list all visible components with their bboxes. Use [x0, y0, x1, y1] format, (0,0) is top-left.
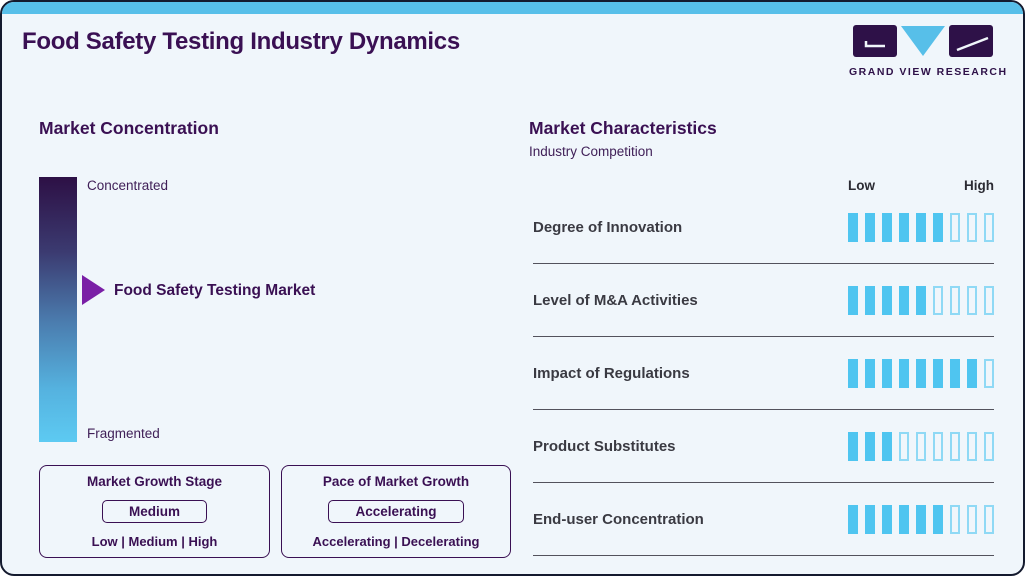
- gvr-logo-mark: [853, 25, 993, 57]
- characteristic-label: Impact of Regulations: [533, 364, 690, 382]
- characteristic-row: Product Substitutes: [533, 410, 994, 483]
- rating-bar-filled: [933, 212, 943, 242]
- rating-bar-filled: [916, 212, 926, 242]
- characteristic-label: Product Substitutes: [533, 437, 676, 455]
- scale-high-label: High: [964, 178, 994, 193]
- rating-bar-filled: [848, 358, 858, 388]
- rating-bar-filled: [882, 358, 892, 388]
- characteristic-row: Impact of Regulations: [533, 337, 994, 410]
- rating-bar-empty: [984, 358, 994, 388]
- growth-stage-title: Market Growth Stage: [86, 474, 223, 489]
- market-growth-pace-box: Pace of Market Growth Accelerating Accel…: [281, 465, 511, 558]
- rating-bar-empty: [967, 285, 977, 315]
- rating-bars: [848, 285, 994, 315]
- rating-bar-filled: [848, 212, 858, 242]
- rating-bar-filled: [916, 504, 926, 534]
- rating-bar-empty: [950, 285, 960, 315]
- rating-bar-empty: [950, 212, 960, 242]
- market-characteristics-heading: Market Characteristics: [529, 118, 717, 138]
- rating-bars: [848, 431, 994, 461]
- characteristics-rows: Degree of Innovation Level of M&A Activi…: [533, 191, 994, 556]
- rating-bar-filled: [882, 431, 892, 461]
- rating-bars: [848, 504, 994, 534]
- rating-bar-filled: [882, 285, 892, 315]
- characteristic-label: Level of M&A Activities: [533, 291, 698, 309]
- rating-bar-filled: [848, 504, 858, 534]
- market-concentration-heading: Market Concentration: [39, 118, 219, 138]
- fragmented-label: Fragmented: [87, 426, 160, 441]
- concentrated-label: Concentrated: [87, 178, 169, 193]
- rating-bar-filled: [865, 285, 875, 315]
- rating-bar-empty: [933, 285, 943, 315]
- rating-bars: [848, 212, 994, 242]
- rating-bar-empty: [933, 431, 943, 461]
- growth-pace-options: Accelerating | Decelerating: [312, 534, 480, 549]
- scale-low-label: Low: [848, 178, 875, 193]
- market-pointer-label: Food Safety Testing Market: [114, 282, 316, 299]
- rating-bar-filled: [916, 358, 926, 388]
- rating-bar-filled: [899, 504, 909, 534]
- characteristic-row: Degree of Innovation: [533, 191, 994, 264]
- rating-bars: [848, 358, 994, 388]
- rating-bar-filled: [865, 431, 875, 461]
- top-accent-bar: [2, 2, 1023, 14]
- rating-bar-filled: [882, 212, 892, 242]
- rating-bar-filled: [865, 358, 875, 388]
- concentration-gradient-bar: [39, 177, 77, 442]
- characteristic-label: Degree of Innovation: [533, 218, 683, 236]
- rating-bar-filled: [865, 212, 875, 242]
- rating-bar-empty: [967, 504, 977, 534]
- rating-bar-filled: [933, 504, 943, 534]
- rating-bar-filled: [882, 504, 892, 534]
- rating-bar-filled: [933, 358, 943, 388]
- rating-bar-filled: [899, 285, 909, 315]
- rating-bar-empty: [984, 431, 994, 461]
- page-title: Food Safety Testing Industry Dynamics: [22, 28, 460, 55]
- rating-scale-header: Low High: [848, 178, 994, 193]
- rating-bar-empty: [967, 431, 977, 461]
- rating-bar-empty: [984, 212, 994, 242]
- growth-stage-options: Low | Medium | High: [91, 534, 218, 549]
- rating-bar-filled: [848, 431, 858, 461]
- growth-pace-selected-value: Accelerating: [328, 500, 464, 523]
- gvr-logo-text: GRAND VIEW RESEARCH: [849, 66, 1008, 78]
- rating-bar-filled: [865, 504, 875, 534]
- characteristic-row: Level of M&A Activities: [533, 264, 994, 337]
- characteristic-row: End-user Concentration: [533, 483, 994, 556]
- characteristic-label: End-user Concentration: [533, 510, 704, 528]
- market-growth-stage-box: Market Growth Stage Medium Low | Medium …: [39, 465, 270, 558]
- market-pointer-arrow-icon: [82, 275, 105, 305]
- rating-bar-empty: [950, 431, 960, 461]
- industry-competition-subheading: Industry Competition: [529, 144, 653, 159]
- rating-bar-empty: [984, 285, 994, 315]
- rating-bar-filled: [967, 358, 977, 388]
- growth-pace-title: Pace of Market Growth: [322, 474, 470, 489]
- rating-bar-filled: [848, 285, 858, 315]
- rating-bar-empty: [950, 504, 960, 534]
- rating-bar-filled: [899, 212, 909, 242]
- gvr-logo: GRAND VIEW RESEARCH: [849, 24, 1008, 78]
- rating-bar-empty: [899, 431, 909, 461]
- rating-bar-empty: [916, 431, 926, 461]
- rating-bar-filled: [899, 358, 909, 388]
- rating-bar-filled: [916, 285, 926, 315]
- rating-bar-empty: [984, 504, 994, 534]
- rating-bar-filled: [950, 358, 960, 388]
- growth-stage-selected-value: Medium: [101, 500, 207, 523]
- rating-bar-empty: [967, 212, 977, 242]
